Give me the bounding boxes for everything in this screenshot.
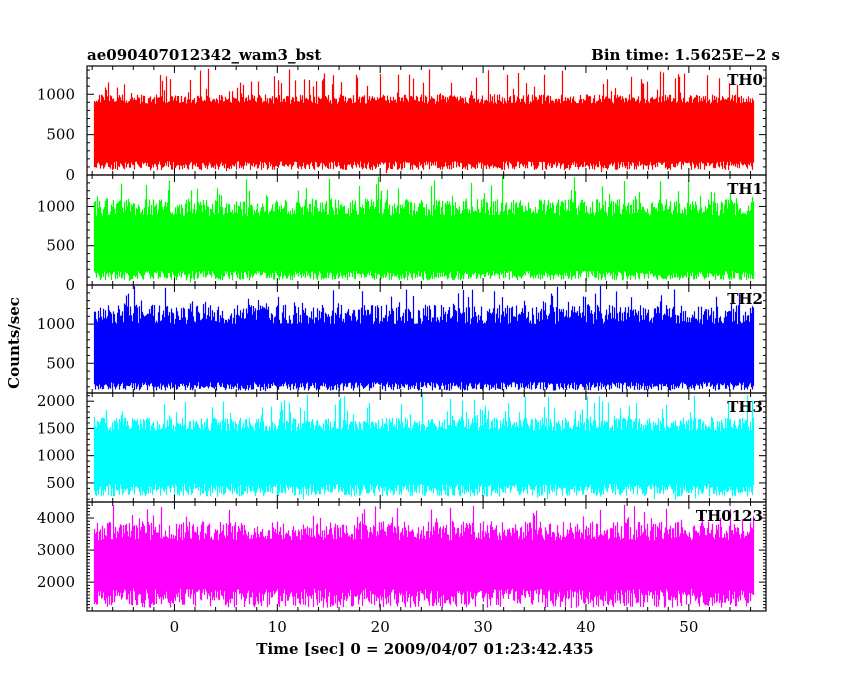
series-th0 xyxy=(93,68,755,174)
x-tick-label: 40 xyxy=(576,618,595,636)
y-tick-label: 2000 xyxy=(37,392,75,410)
panel-label: TH0123 xyxy=(696,507,763,525)
panel-th0123: 2000 3000 4000 TH0123 xyxy=(37,501,767,612)
panel-label: TH1 xyxy=(727,180,763,198)
x-axis-label: Time [sec] 0 = 2009/04/07 01:23:42.435 xyxy=(256,640,593,658)
y-tick-label: 500 xyxy=(46,354,75,372)
panel-label: TH2 xyxy=(727,290,763,308)
y-tick-label: 1000 xyxy=(37,197,75,215)
y-tick-label: 1000 xyxy=(37,315,75,333)
y-tick-label: 2000 xyxy=(37,573,75,591)
x-tick-label: 10 xyxy=(268,618,287,636)
panel-th1: 0 500 1000 TH1 xyxy=(37,174,767,294)
chart-title-left: ae090407012342_wam3_bst xyxy=(87,46,321,64)
y-tick-label: 500 xyxy=(46,237,75,255)
y-tick-label: 1000 xyxy=(37,447,75,465)
y-tick-label: 1500 xyxy=(37,419,75,437)
x-tick-label: 30 xyxy=(474,618,493,636)
x-tick-label: 20 xyxy=(371,618,390,636)
series-th2 xyxy=(93,285,755,393)
panel-label: TH3 xyxy=(727,398,763,416)
y-axis-label: Counts/sec xyxy=(5,297,23,389)
panel-th2: 500 1000 TH2 xyxy=(37,284,767,394)
y-tick-label: 500 xyxy=(46,126,75,144)
x-tick-label: 50 xyxy=(679,618,698,636)
series-th0123 xyxy=(93,504,755,608)
y-tick-label: 0 xyxy=(65,276,75,294)
panels-group: 05001000TH005001000TH15001000TH250010001… xyxy=(37,65,767,636)
panel-th0: 0 500 1000 TH0 xyxy=(37,65,767,184)
series-th1 xyxy=(93,176,755,283)
y-tick-label: 500 xyxy=(46,474,75,492)
chart-title-right: Bin time: 1.5625E−2 s xyxy=(591,46,780,64)
panel-label: TH0 xyxy=(727,71,763,89)
y-tick-label: 0 xyxy=(65,166,75,184)
y-tick-label: 1000 xyxy=(37,85,75,103)
series-th3 xyxy=(93,393,755,500)
y-tick-label: 3000 xyxy=(37,541,75,559)
panel-th3: 500 1000 1500 2000 TH3 xyxy=(37,392,767,503)
x-tick-label: 0 xyxy=(170,618,180,636)
y-tick-label: 4000 xyxy=(37,509,75,527)
